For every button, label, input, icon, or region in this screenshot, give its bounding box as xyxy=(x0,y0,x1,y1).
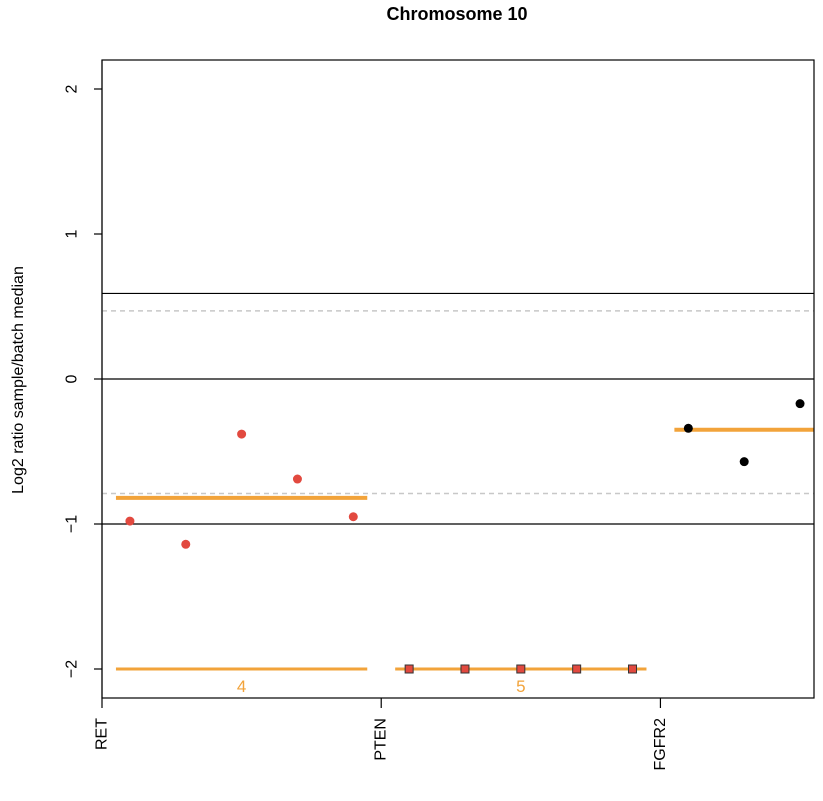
x-tick-label: FGFR2 xyxy=(652,718,669,771)
data-point xyxy=(516,664,526,674)
data-point xyxy=(348,512,358,522)
chart-title: Chromosome 10 xyxy=(386,4,527,24)
data-point xyxy=(460,664,470,674)
data-point xyxy=(181,539,191,549)
data-point xyxy=(683,423,693,433)
y-tick-label: 1 xyxy=(64,229,81,238)
x-tick-label: PTEN xyxy=(373,718,390,761)
y-tick-label: −2 xyxy=(64,660,81,678)
data-point xyxy=(795,399,805,409)
segment-label: 5 xyxy=(516,677,525,696)
y-tick-label: 0 xyxy=(64,374,81,383)
x-tick-label: RET xyxy=(94,718,111,750)
data-point xyxy=(628,664,638,674)
data-point xyxy=(739,457,749,467)
y-tick-label: 2 xyxy=(64,84,81,93)
y-tick-label: −1 xyxy=(64,515,81,533)
data-point xyxy=(292,474,302,484)
data-point xyxy=(572,664,582,674)
y-axis-label: Log2 ratio sample/batch median xyxy=(10,266,27,494)
data-point xyxy=(404,664,414,674)
data-point xyxy=(125,516,135,526)
data-point xyxy=(237,429,247,439)
segment-label: 4 xyxy=(237,677,246,696)
plot-area: 4 5 −2 −1 0 1 2 RET PTEN FGFR2 xyxy=(64,59,815,771)
